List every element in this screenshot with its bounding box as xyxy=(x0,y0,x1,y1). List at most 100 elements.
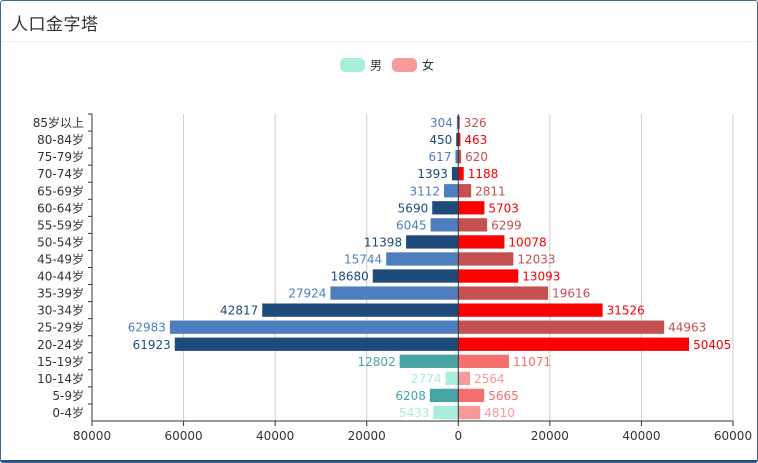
bar-female[interactable] xyxy=(458,269,519,283)
bar-male[interactable] xyxy=(430,218,459,232)
data-label-male: 11398 xyxy=(364,235,402,249)
bar-female[interactable] xyxy=(458,303,603,317)
legend-label-0[interactable]: 男 xyxy=(370,59,382,73)
bar-male[interactable] xyxy=(445,371,459,386)
panel-header: 人口金字塔 xyxy=(1,1,757,42)
data-label-male: 61923 xyxy=(133,338,171,352)
data-label-female: 10078 xyxy=(508,235,546,249)
data-label-male: 617 xyxy=(429,150,452,164)
bar-female[interactable] xyxy=(458,115,460,130)
y-axis-tick-label: 70-74岁 xyxy=(37,166,84,181)
bar-male[interactable] xyxy=(456,115,459,130)
data-label-female: 4810 xyxy=(484,406,515,420)
data-label-male: 27924 xyxy=(288,287,326,301)
y-axis-tick-label: 25-29岁 xyxy=(37,320,84,335)
bar-male[interactable] xyxy=(386,252,459,266)
page-title: 人口金字塔 xyxy=(11,15,99,35)
data-label-female: 31526 xyxy=(607,304,645,318)
x-axis-tick-label: 40000 xyxy=(622,429,660,443)
bar-male[interactable] xyxy=(399,354,459,368)
data-label-male: 5690 xyxy=(398,201,429,215)
data-label-male: 5433 xyxy=(399,406,430,420)
bar-female[interactable] xyxy=(458,252,514,266)
panel-bottom-border xyxy=(1,460,757,462)
bar-male[interactable] xyxy=(433,405,459,420)
y-axis-tick-label: 75-79岁 xyxy=(37,149,84,164)
bar-female[interactable] xyxy=(458,371,471,386)
y-axis-tick-label: 65-69岁 xyxy=(37,183,84,198)
bar-male[interactable] xyxy=(406,235,459,249)
y-axis-tick-label: 80-84岁 xyxy=(37,132,84,147)
bar-female[interactable] xyxy=(458,149,462,164)
y-axis-tick-label: 30-34岁 xyxy=(37,303,84,318)
bar-female[interactable] xyxy=(458,132,461,147)
x-axis-tick-label: 80000 xyxy=(73,429,111,443)
x-axis-tick-label: 20000 xyxy=(348,429,386,443)
data-label-female: 11071 xyxy=(513,355,551,369)
data-label-female: 2564 xyxy=(474,372,505,386)
data-label-female: 19616 xyxy=(552,287,590,301)
data-label-female: 5703 xyxy=(488,201,519,215)
bar-male[interactable] xyxy=(456,132,459,147)
data-label-female: 50405 xyxy=(693,338,731,352)
bar-female[interactable] xyxy=(458,388,485,403)
data-label-female: 5665 xyxy=(488,389,519,403)
data-label-male: 62983 xyxy=(128,321,166,335)
data-label-female: 44963 xyxy=(668,321,706,335)
bar-male[interactable] xyxy=(444,184,459,198)
data-label-male: 6208 xyxy=(395,389,426,403)
y-axis-tick-label: 35-39岁 xyxy=(37,286,84,301)
data-label-male: 15744 xyxy=(344,252,382,266)
data-label-female: 12033 xyxy=(517,252,555,266)
y-axis-tick-label: 10-14岁 xyxy=(37,371,84,386)
bar-male[interactable] xyxy=(169,320,459,334)
bar-female[interactable] xyxy=(458,184,472,198)
y-axis-tick-label: 55-59岁 xyxy=(37,217,84,232)
bar-female[interactable] xyxy=(458,286,549,300)
bar-female[interactable] xyxy=(458,218,488,232)
data-label-male: 18680 xyxy=(331,270,369,284)
data-label-male: 450 xyxy=(429,133,452,147)
data-label-male: 2774 xyxy=(411,372,442,386)
data-label-male: 3112 xyxy=(409,184,440,198)
bar-male[interactable] xyxy=(174,337,459,351)
y-axis-tick-label: 45-49岁 xyxy=(37,251,84,266)
legend-swatch-0[interactable] xyxy=(340,58,365,72)
data-label-female: 2811 xyxy=(475,184,506,198)
data-label-male: 42817 xyxy=(220,304,258,318)
y-axis-tick-label: 5-9岁 xyxy=(52,388,84,403)
bar-female[interactable] xyxy=(458,201,485,215)
legend-label-1[interactable]: 女 xyxy=(422,58,434,73)
data-label-female: 6299 xyxy=(491,218,522,232)
bar-female[interactable] xyxy=(458,354,509,368)
bar-male[interactable] xyxy=(262,303,459,317)
bar-male[interactable] xyxy=(432,201,459,215)
bar-male[interactable] xyxy=(455,149,459,164)
x-axis-tick-label: 60000 xyxy=(164,429,202,443)
bar-female[interactable] xyxy=(458,405,481,420)
population-pyramid-chart: 男 女 304 326 85岁以上 450 463 80-84岁 617 620 75-79岁 139… xyxy=(33,58,752,444)
bar-male[interactable] xyxy=(429,388,459,403)
data-label-male: 6045 xyxy=(396,218,427,232)
y-axis-tick-label: 40-44岁 xyxy=(37,269,84,284)
x-axis-tick-label: 40000 xyxy=(256,429,294,443)
y-axis-tick-label: 15-19岁 xyxy=(37,354,84,369)
bar-female[interactable] xyxy=(458,235,505,249)
data-label-female: 620 xyxy=(465,150,488,164)
y-axis-tick-label: 0-4岁 xyxy=(52,405,84,420)
bar-female[interactable] xyxy=(458,320,665,334)
data-label-male: 1393 xyxy=(417,167,448,181)
x-axis-tick-label: 0 xyxy=(454,429,462,443)
y-axis-tick-label: 20-24岁 xyxy=(37,337,84,352)
data-label-female: 463 xyxy=(464,133,487,147)
bar-male[interactable] xyxy=(451,167,459,181)
data-label-female: 1188 xyxy=(468,167,499,181)
data-label-male: 12802 xyxy=(357,355,395,369)
y-axis-tick-label: 50-54岁 xyxy=(37,234,84,249)
bar-male[interactable] xyxy=(330,286,459,300)
bar-male[interactable] xyxy=(372,269,459,283)
bar-female[interactable] xyxy=(458,167,464,181)
legend-swatch-1[interactable] xyxy=(392,58,417,72)
bar-female[interactable] xyxy=(458,337,690,351)
